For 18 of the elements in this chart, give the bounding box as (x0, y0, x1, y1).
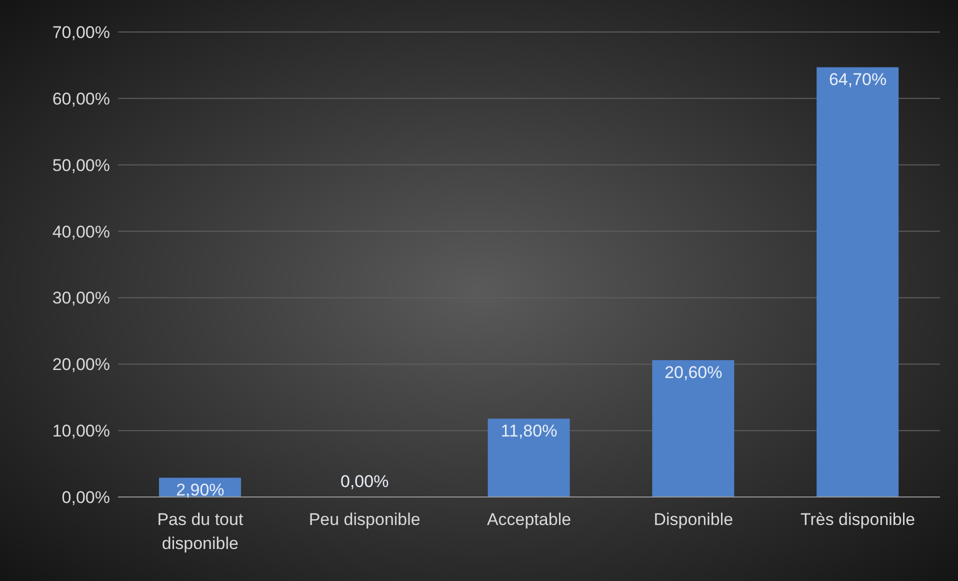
data-label: 64,70% (828, 70, 887, 90)
x-tick-label: Peu disponible (308, 510, 420, 529)
data-label: 20,60% (664, 363, 722, 382)
data-label: 11,80% (500, 422, 558, 441)
y-tick-label: 40,00% (52, 222, 110, 242)
data-label: 0,00% (340, 472, 389, 491)
y-tick-label: 60,00% (52, 89, 110, 108)
y-tick-label: 70,00% (52, 23, 110, 42)
y-tick-label: 10,00% (52, 422, 110, 441)
y-tick-label: 30,00% (52, 288, 110, 308)
y-tick-label: 0,00% (62, 488, 110, 508)
x-tick-label: Acceptable (486, 510, 572, 529)
data-label: 2,90% (176, 480, 224, 500)
x-tick-label: Pas du tout disponible (157, 510, 244, 553)
x-tick-label: Disponible (654, 510, 734, 529)
y-tick-label: 50,00% (52, 156, 110, 175)
y-tick-label: 20,00% (52, 355, 110, 374)
x-tick-label: Très disponible (800, 510, 916, 529)
